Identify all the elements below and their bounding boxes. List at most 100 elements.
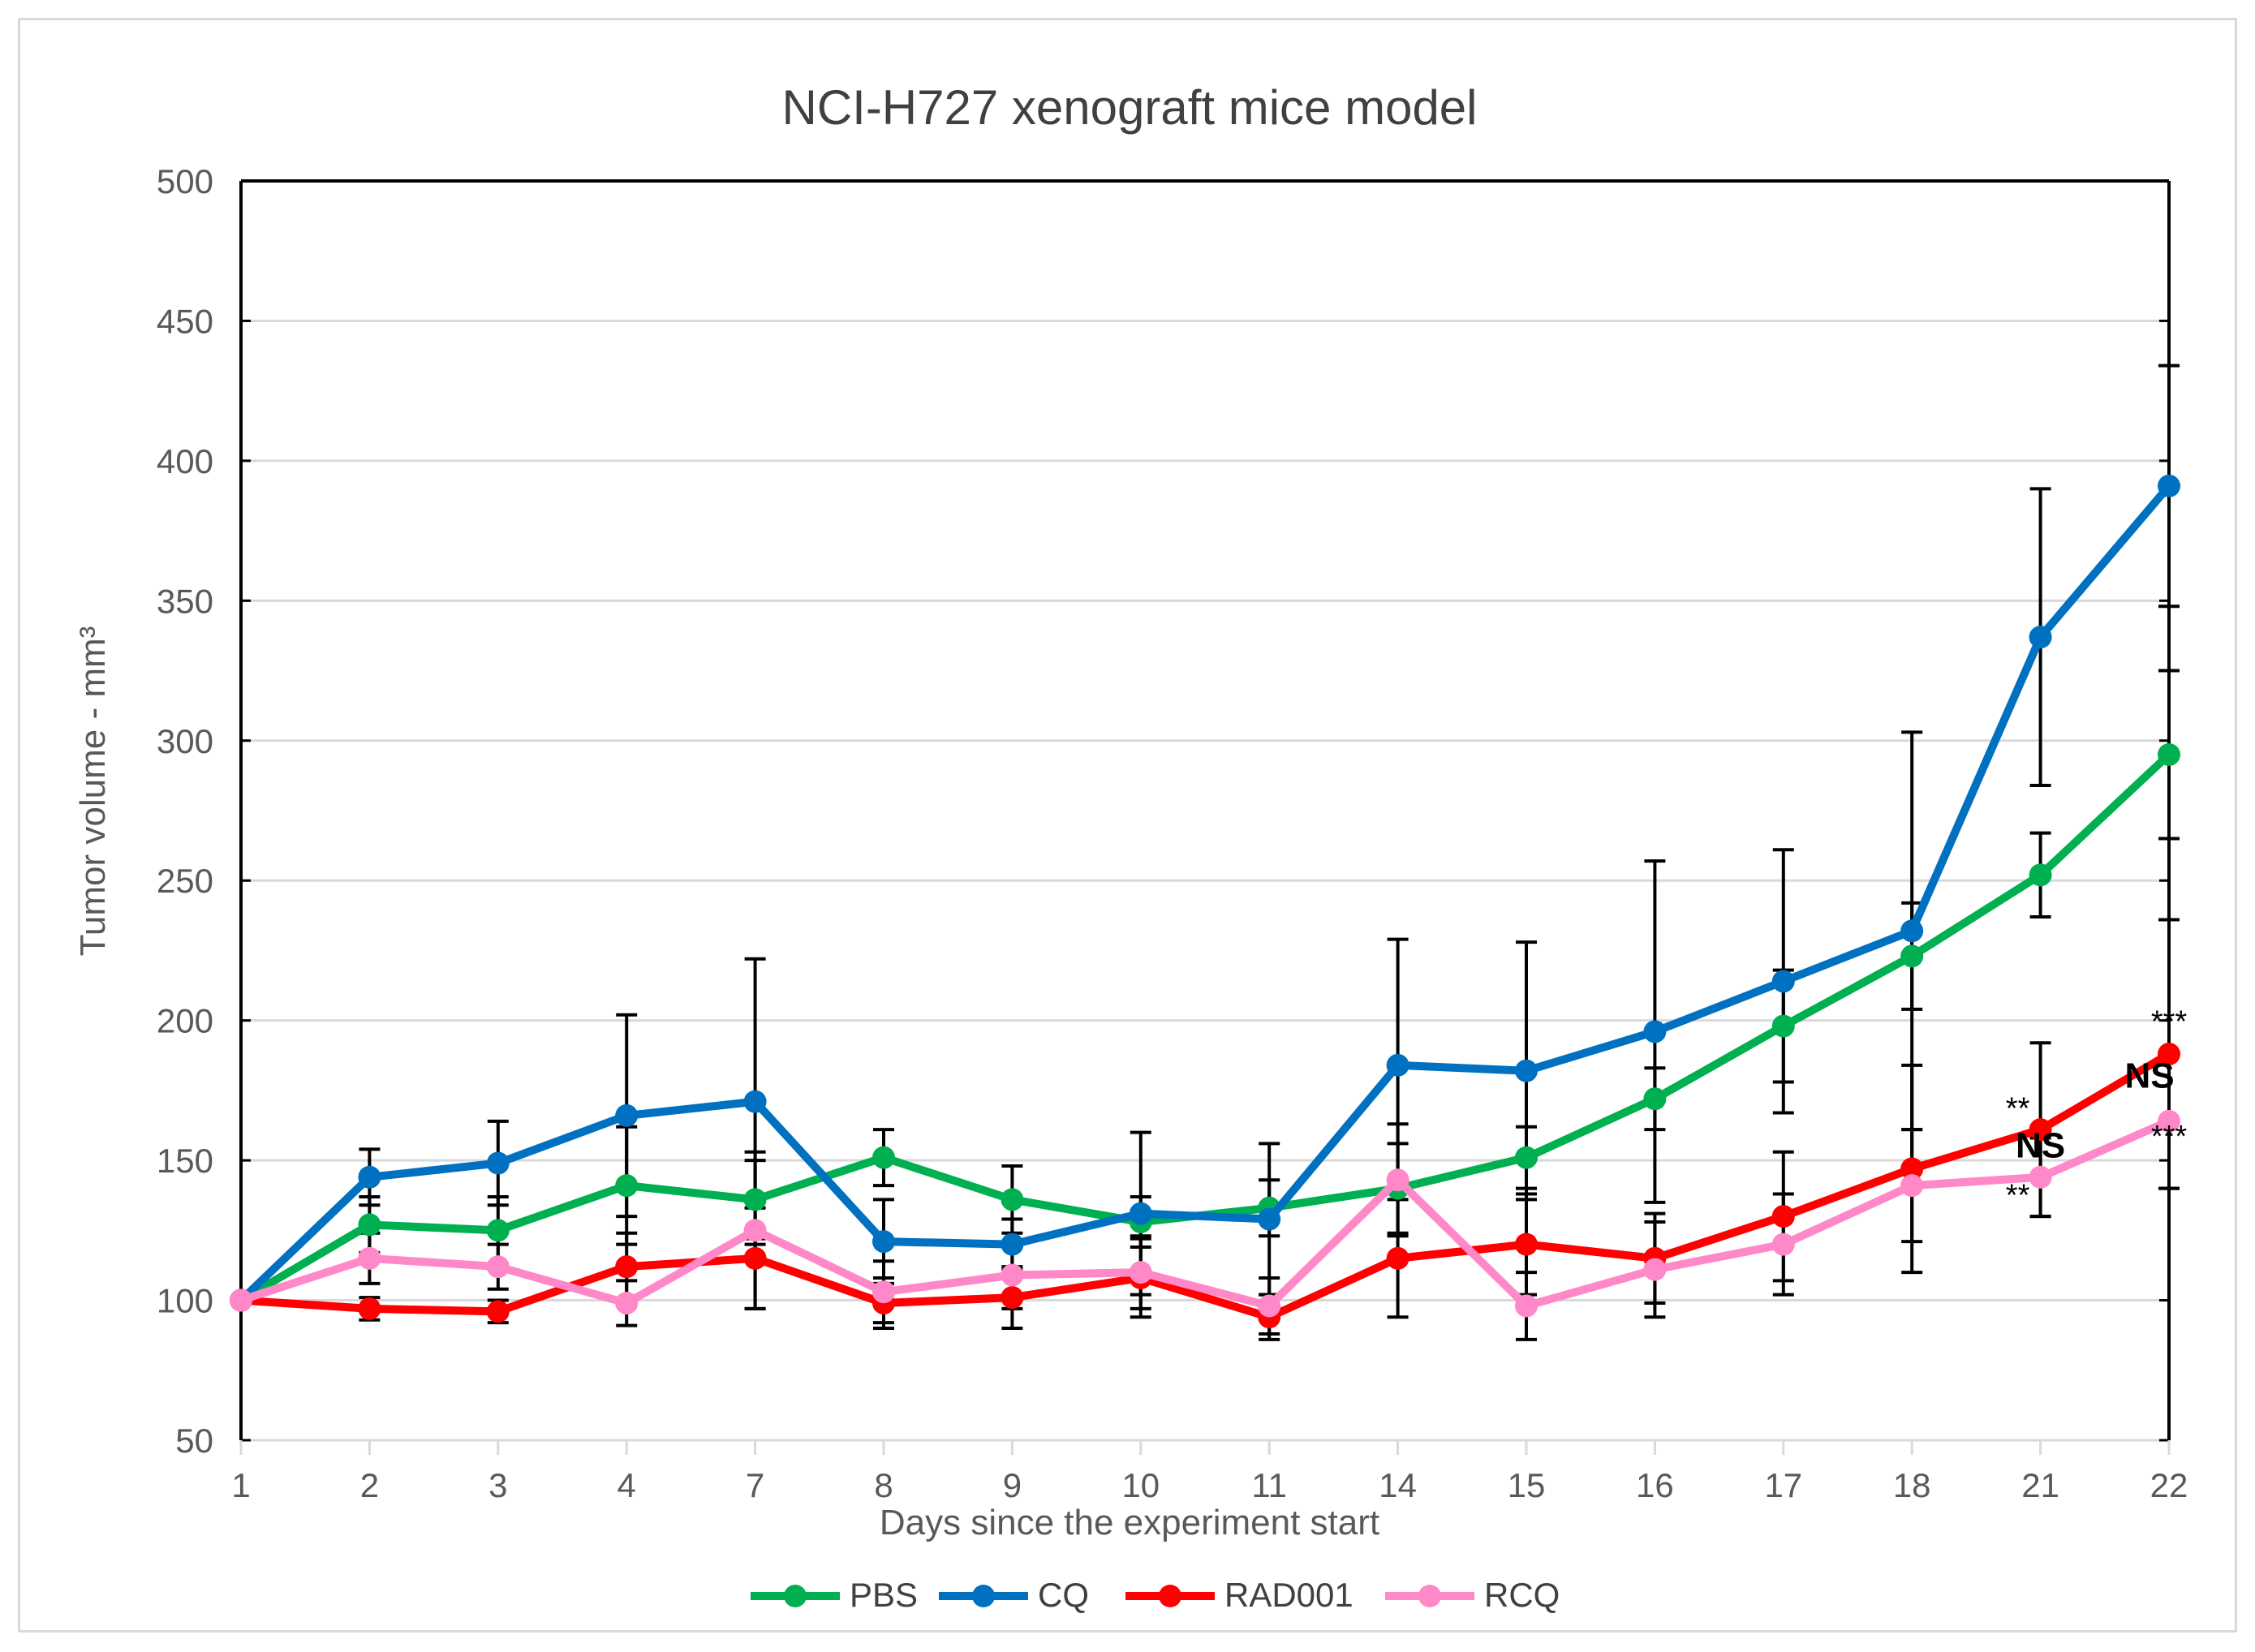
chart-frame: NCI-H727 xenograft mice model 50 100 150 20… bbox=[18, 18, 2237, 1633]
x-axis-label: Days since the experiment start bbox=[880, 1503, 1379, 1542]
data-point-cq bbox=[2158, 474, 2180, 497]
data-point-rad001 bbox=[358, 1297, 381, 1320]
data-point-rcq bbox=[1771, 1233, 1795, 1256]
data-point-rcq bbox=[486, 1255, 510, 1279]
data-point-rcq bbox=[1900, 1174, 1924, 1198]
data-point-rcq bbox=[1643, 1258, 1667, 1281]
data-point-cq bbox=[2029, 626, 2052, 649]
data-point-rcq bbox=[1001, 1263, 1024, 1287]
ns-label: NS bbox=[2016, 1126, 2065, 1166]
line-chart: NCI-H727 xenograft mice model 50 100 150 20… bbox=[73, 80, 2188, 1614]
axes bbox=[239, 179, 2171, 1455]
y-tick-label: 350 bbox=[157, 582, 213, 620]
data-point-rcq bbox=[615, 1292, 639, 1315]
data-point-cq bbox=[1001, 1233, 1024, 1256]
x-tick-label: 9 bbox=[1003, 1466, 1022, 1504]
x-tick-label: 1 bbox=[231, 1466, 250, 1504]
chart-title: NCI-H727 xenograft mice model bbox=[781, 80, 1477, 135]
data-point-rad001 bbox=[1386, 1246, 1409, 1270]
data-point-cq bbox=[1900, 919, 1924, 943]
x-tick-label: 17 bbox=[1764, 1466, 1802, 1504]
data-point-pbs bbox=[2029, 863, 2052, 887]
y-tick-label: 400 bbox=[157, 442, 213, 480]
x-tick-labels: 1 2 3 4 7 8 9 10 11 14 15 16 17 18 21 22 bbox=[231, 1466, 2188, 1504]
y-tick-label: 150 bbox=[157, 1142, 213, 1180]
y-tick-label: 450 bbox=[157, 302, 213, 340]
ns-label: NS bbox=[2124, 1056, 2174, 1095]
legend-label: RCQ bbox=[1484, 1576, 1560, 1614]
x-tick-label: 10 bbox=[1121, 1466, 1160, 1504]
data-point-cq bbox=[1515, 1059, 1538, 1082]
data-point-pbs bbox=[1515, 1146, 1538, 1169]
data-point-pbs bbox=[1643, 1087, 1667, 1111]
data-point-pbs bbox=[2158, 743, 2180, 767]
data-point-pbs bbox=[1900, 944, 1924, 968]
data-point-rcq bbox=[1129, 1261, 1152, 1284]
significance-stars: *** bbox=[2151, 1120, 2188, 1154]
data-point-pbs bbox=[743, 1188, 767, 1211]
data-point-cq bbox=[1386, 1053, 1409, 1077]
series-lines bbox=[230, 474, 2180, 1329]
x-tick-label: 15 bbox=[1508, 1466, 1546, 1504]
series-rcq bbox=[230, 1109, 2180, 1318]
x-tick-label: 11 bbox=[1251, 1466, 1287, 1504]
data-point-rcq bbox=[743, 1219, 767, 1242]
legend-item-cq: CQ bbox=[939, 1576, 1089, 1614]
data-point-rcq bbox=[358, 1246, 381, 1270]
data-point-rad001 bbox=[743, 1246, 767, 1270]
legend: PBS CQ RAD001 RCQ bbox=[751, 1576, 1560, 1614]
legend-marker bbox=[972, 1585, 995, 1607]
data-point-rcq bbox=[2029, 1165, 2052, 1189]
data-point-rcq bbox=[2158, 1109, 2180, 1133]
data-point-cq bbox=[358, 1165, 381, 1189]
legend-item-pbs: PBS bbox=[751, 1576, 918, 1614]
x-tick-label: 21 bbox=[2021, 1466, 2059, 1504]
data-point-rad001 bbox=[2158, 1043, 2180, 1066]
data-point-rcq bbox=[1515, 1294, 1538, 1318]
series-line-cq bbox=[238, 483, 2172, 1304]
data-point-cq bbox=[1771, 970, 1795, 993]
data-point-cq bbox=[1643, 1020, 1667, 1043]
y-tick-label: 300 bbox=[157, 722, 213, 760]
significance-stars: ** bbox=[2006, 1091, 2030, 1125]
x-tick-label: 8 bbox=[874, 1466, 893, 1504]
data-point-cq bbox=[743, 1090, 767, 1113]
series-pbs bbox=[230, 743, 2180, 1312]
x-tick-label: 3 bbox=[488, 1466, 507, 1504]
significance-stars: *** bbox=[2151, 1005, 2188, 1039]
data-point-rcq bbox=[872, 1280, 895, 1304]
data-point-pbs bbox=[358, 1213, 381, 1237]
data-point-cq bbox=[1258, 1207, 1281, 1231]
data-point-pbs bbox=[486, 1219, 510, 1242]
legend-item-rad001: RAD001 bbox=[1125, 1576, 1353, 1614]
y-tick-label: 200 bbox=[157, 1002, 213, 1040]
data-point-rad001 bbox=[2029, 1118, 2052, 1142]
y-tick-label: 250 bbox=[157, 862, 213, 900]
legend-marker bbox=[1418, 1585, 1441, 1607]
x-tick-label: 4 bbox=[618, 1466, 636, 1504]
data-point-rad001 bbox=[1771, 1205, 1795, 1228]
data-point-pbs bbox=[1771, 1014, 1795, 1038]
data-point-rad001 bbox=[486, 1300, 510, 1323]
x-tick-label: 16 bbox=[1636, 1466, 1674, 1504]
x-tick-label: 2 bbox=[360, 1466, 379, 1504]
data-point-cq bbox=[486, 1151, 510, 1175]
y-axis-label: Tumor volume - mm³ bbox=[73, 626, 113, 957]
legend-label: CQ bbox=[1038, 1576, 1089, 1614]
y-tick-label: 500 bbox=[157, 162, 213, 200]
legend-marker bbox=[1159, 1585, 1181, 1607]
data-point-pbs bbox=[1001, 1188, 1024, 1211]
x-tick-label: 7 bbox=[746, 1466, 764, 1504]
x-tick-label: 14 bbox=[1379, 1466, 1417, 1504]
data-point-rad001 bbox=[1001, 1286, 1024, 1310]
data-point-cq bbox=[615, 1103, 639, 1127]
series-cq bbox=[230, 474, 2180, 1312]
data-point-rad001 bbox=[1515, 1233, 1538, 1256]
legend-marker bbox=[784, 1585, 807, 1607]
data-point-rad001 bbox=[615, 1255, 639, 1279]
legend-label: PBS bbox=[850, 1576, 918, 1614]
data-point-rcq bbox=[230, 1288, 252, 1312]
legend-label: RAD001 bbox=[1224, 1576, 1353, 1614]
significance-annotations: **NS*****NS*** bbox=[2006, 1005, 2188, 1212]
series-line-rcq bbox=[239, 1117, 2171, 1310]
